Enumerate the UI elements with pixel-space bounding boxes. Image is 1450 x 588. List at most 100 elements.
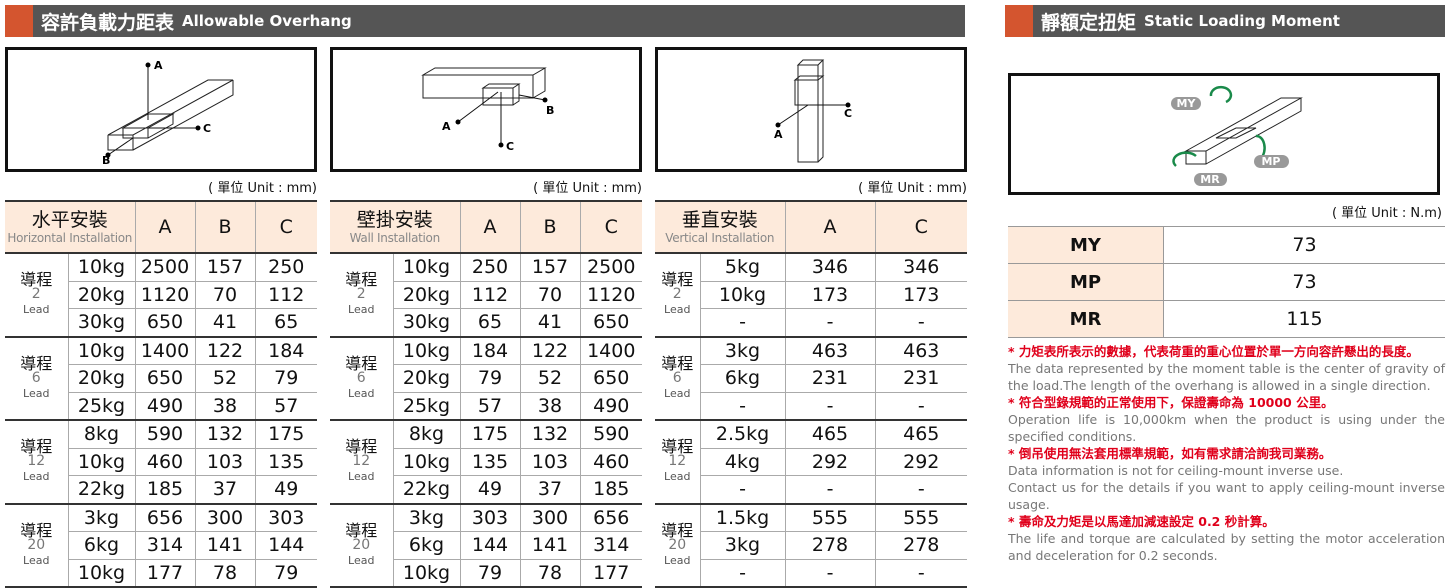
value-cell: 38 [519, 392, 581, 421]
table-row: 導程 12 Lead 8kg 590 132 175 [5, 420, 317, 505]
lead-en: Lead [664, 470, 691, 484]
lead-cell: 導程 12 Lead [5, 420, 68, 505]
lead-label: 導程 [661, 520, 694, 540]
value-cell: 37 [194, 475, 255, 505]
value-cell: 132 [519, 420, 581, 449]
table-row: --- [655, 392, 967, 421]
header-cell: 垂直安裝 Vertical Installation [655, 200, 785, 254]
load-cell: 6kg [699, 364, 785, 393]
table-row: 導程 6 Lead 3kg 463 463 [655, 336, 967, 421]
lead-value: 20 [27, 536, 46, 553]
note-en: Operation life is 10,000km when the prod… [1008, 412, 1445, 444]
table-row: 3kg 278 278 [655, 531, 967, 560]
overhang-table: 水平安裝 Horizontal Installation A B C 導程 2 Lead 10k… [5, 200, 317, 588]
value-cell: 52 [194, 364, 255, 393]
table-row: 20kg 79 52 650 [330, 364, 643, 393]
lead-value: 20 [352, 536, 371, 553]
header-row: 水平安裝 Horizontal Installation A B C [5, 200, 317, 254]
value-cell: 278 [874, 531, 967, 560]
table-row: 10kg 460 103 135 [5, 448, 317, 476]
lead-en: Lead [348, 470, 375, 484]
moment-value: 73 [1292, 234, 1317, 256]
value-cell: 460 [579, 448, 643, 476]
value-cell: - [874, 392, 967, 421]
lead-cell: 導程 12 Lead [330, 420, 393, 505]
lead-en: Lead [23, 303, 50, 317]
value-cell: 346 [874, 253, 967, 282]
load-cell: 10kg [392, 448, 461, 476]
value-cell: 314 [134, 531, 195, 560]
load-cell: 20kg [67, 364, 135, 393]
value-cell: 65 [459, 308, 521, 338]
table-row: 22kg 49 37 185 [330, 475, 643, 505]
value-cell: 590 [134, 420, 195, 449]
table-row: 4kg 292 292 [655, 448, 967, 476]
table-row: 10kg 177 78 79 [5, 559, 317, 588]
load-cell: - [699, 392, 785, 421]
section-title-zh: 容許負載力距表 [41, 11, 175, 34]
value-cell: 112 [459, 281, 521, 309]
section-title-en: Static Loading Moment [1144, 12, 1340, 30]
value-cell: - [874, 559, 967, 588]
table-row: --- [655, 559, 967, 588]
load-cell: 6kg [67, 531, 135, 560]
diagram-label: MY [1177, 97, 1197, 110]
diagram-label: C [506, 140, 514, 153]
lead-cell: 導程 6 Lead [330, 336, 393, 421]
value-cell: 1120 [134, 281, 195, 309]
lead-en: Lead [664, 303, 691, 317]
value-cell: 185 [579, 475, 643, 505]
value-cell: - [784, 392, 875, 421]
load-cell: 10kg [67, 448, 135, 476]
value-cell: 314 [579, 531, 643, 560]
load-cell: 8kg [67, 420, 135, 449]
lead-value: 2 [356, 286, 366, 303]
lead-value: 12 [352, 453, 371, 470]
value-cell: 65 [254, 308, 317, 338]
header-cell: 壁掛安裝 Wall Installation [330, 200, 461, 254]
value-cell: 650 [579, 364, 643, 393]
lead-cell: 導程 6 Lead [655, 336, 700, 421]
note-en: The life and torque are calculated by se… [1008, 531, 1445, 563]
value-cell: 292 [784, 448, 875, 476]
moment-value: 73 [1292, 271, 1317, 293]
value-cell: 278 [784, 531, 875, 560]
load-cell: 2.5kg [699, 420, 785, 449]
lead-value: 2 [672, 286, 682, 303]
lead-en: Lead [23, 470, 50, 484]
value-cell: 157 [194, 253, 255, 282]
header-zh: 壁掛安裝 [356, 209, 433, 231]
lead-value: 6 [31, 369, 41, 386]
load-cell: 10kg [67, 336, 135, 365]
value-cell: 2500 [579, 253, 643, 282]
lead-value: 2 [31, 286, 41, 303]
value-cell: 185 [134, 475, 195, 505]
value-cell: 490 [579, 392, 643, 421]
value-cell: 135 [459, 448, 521, 476]
load-cell: 10kg [392, 336, 461, 365]
value-cell: 57 [459, 392, 521, 421]
table-row: 導程 12 Lead 2.5kg 465 465 [655, 420, 967, 505]
value-cell: 465 [874, 420, 967, 449]
diagram-label: A [154, 59, 163, 72]
value-cell: 37 [519, 475, 581, 505]
value-cell: 122 [519, 336, 581, 365]
note-zh: * 力矩表所表示的數據，代表荷重的重心位置於單一方向容許懸出的長度。 [1008, 344, 1419, 359]
value-cell: 57 [254, 392, 317, 421]
lead-value: 20 [668, 536, 687, 553]
value-cell: 78 [519, 559, 581, 588]
lead-value: 12 [27, 453, 46, 470]
value-cell: 135 [254, 448, 317, 476]
value-cell: 103 [519, 448, 581, 476]
value-cell: - [784, 308, 875, 338]
value-cell: - [784, 559, 875, 588]
value-cell: 38 [194, 392, 255, 421]
column-header: C [254, 200, 317, 254]
value-cell: 650 [134, 308, 195, 338]
value-cell: 1120 [579, 281, 643, 309]
section-title-zh: 靜額定扭矩 [1041, 11, 1137, 34]
table-row: 22kg 185 37 49 [5, 475, 317, 505]
value-cell: 141 [519, 531, 581, 560]
lead-label: 導程 [20, 353, 53, 373]
value-cell: 2500 [134, 253, 195, 282]
